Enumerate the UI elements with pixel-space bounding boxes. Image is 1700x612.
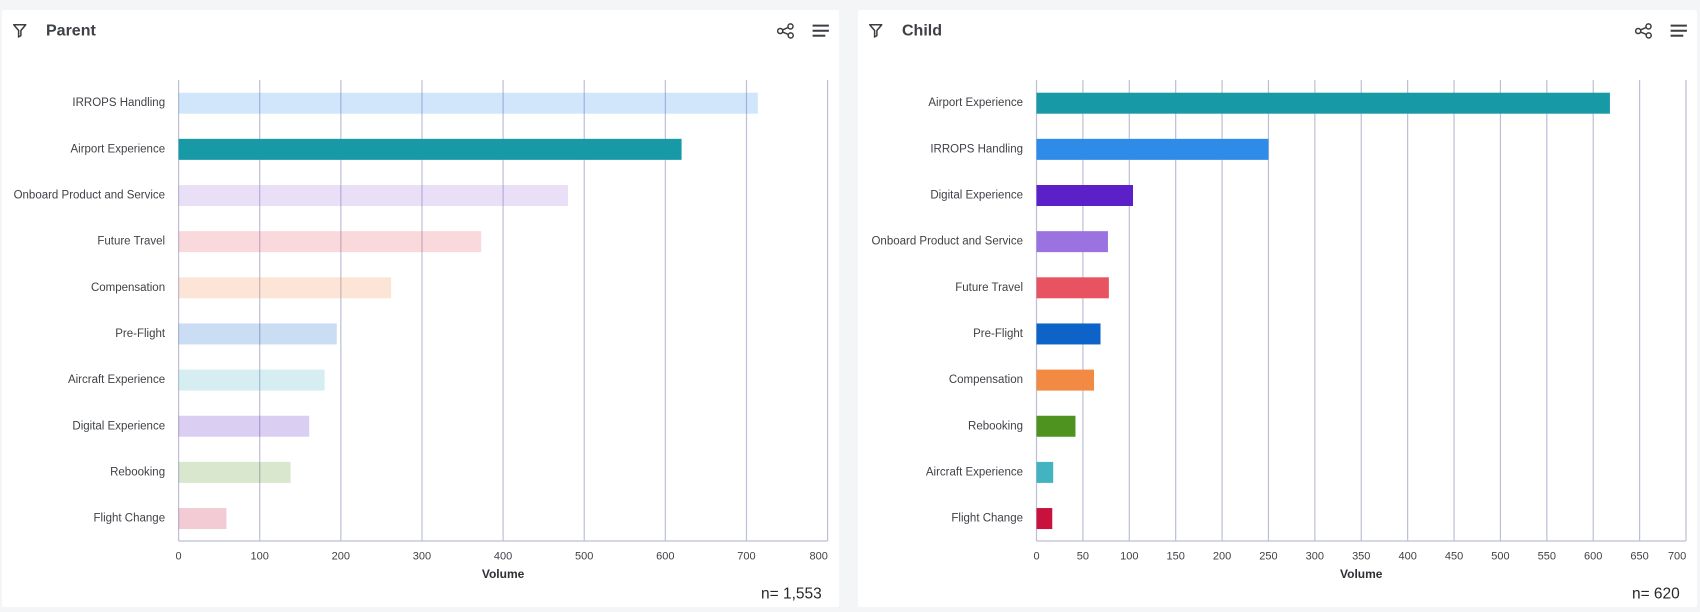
svg-text:Rebooking: Rebooking (110, 466, 165, 478)
svg-text:Pre-Flight: Pre-Flight (973, 328, 1024, 340)
svg-text:600: 600 (1584, 551, 1602, 563)
svg-text:700: 700 (737, 551, 755, 563)
svg-text:Compensation: Compensation (949, 374, 1023, 386)
svg-text:150: 150 (1167, 551, 1185, 563)
svg-text:400: 400 (494, 551, 512, 563)
svg-text:IRROPS Handling: IRROPS Handling (930, 143, 1023, 155)
svg-text:Airport Experience: Airport Experience (928, 97, 1023, 109)
svg-text:Onboard Product and Service: Onboard Product and Service (14, 190, 166, 202)
svg-text:450: 450 (1445, 551, 1463, 563)
svg-text:250: 250 (1259, 551, 1277, 563)
svg-text:Aircraft Experience: Aircraft Experience (926, 466, 1023, 478)
svg-text:700: 700 (1668, 551, 1686, 563)
svg-text:Pre-Flight: Pre-Flight (115, 328, 166, 340)
svg-text:350: 350 (1352, 551, 1370, 563)
svg-text:300: 300 (413, 551, 431, 563)
svg-text:Child: Child (902, 23, 942, 40)
svg-text:Airport Experience: Airport Experience (70, 143, 165, 155)
svg-text:Flight Change: Flight Change (951, 513, 1023, 525)
svg-text:IRROPS Handling: IRROPS Handling (72, 97, 165, 109)
svg-text:n= 620: n= 620 (1632, 586, 1680, 603)
svg-text:50: 50 (1077, 551, 1089, 563)
svg-text:Digital Experience: Digital Experience (72, 420, 165, 432)
svg-text:650: 650 (1630, 551, 1648, 563)
svg-text:800: 800 (810, 551, 828, 563)
svg-text:Aircraft Experience: Aircraft Experience (68, 374, 165, 386)
svg-text:600: 600 (656, 551, 674, 563)
svg-text:Digital Experience: Digital Experience (930, 190, 1023, 202)
svg-text:550: 550 (1538, 551, 1556, 563)
svg-text:200: 200 (332, 551, 350, 563)
svg-text:500: 500 (1491, 551, 1509, 563)
svg-text:0: 0 (1033, 551, 1039, 563)
svg-text:Onboard Product and Service: Onboard Product and Service (871, 236, 1023, 248)
svg-text:500: 500 (575, 551, 593, 563)
svg-text:100: 100 (1120, 551, 1138, 563)
svg-text:Volume: Volume (1340, 567, 1383, 581)
svg-text:Flight Change: Flight Change (93, 513, 165, 525)
svg-text:0: 0 (176, 551, 182, 563)
svg-text:300: 300 (1306, 551, 1324, 563)
svg-text:Future Travel: Future Travel (955, 282, 1023, 294)
svg-text:n= 1,553: n= 1,553 (761, 586, 822, 603)
svg-text:200: 200 (1213, 551, 1231, 563)
svg-text:Compensation: Compensation (91, 282, 165, 294)
svg-text:Parent: Parent (46, 23, 96, 40)
svg-text:Rebooking: Rebooking (968, 420, 1023, 432)
svg-text:Future Travel: Future Travel (97, 236, 165, 248)
svg-text:400: 400 (1398, 551, 1416, 563)
svg-text:100: 100 (251, 551, 269, 563)
svg-text:Volume: Volume (482, 567, 525, 581)
